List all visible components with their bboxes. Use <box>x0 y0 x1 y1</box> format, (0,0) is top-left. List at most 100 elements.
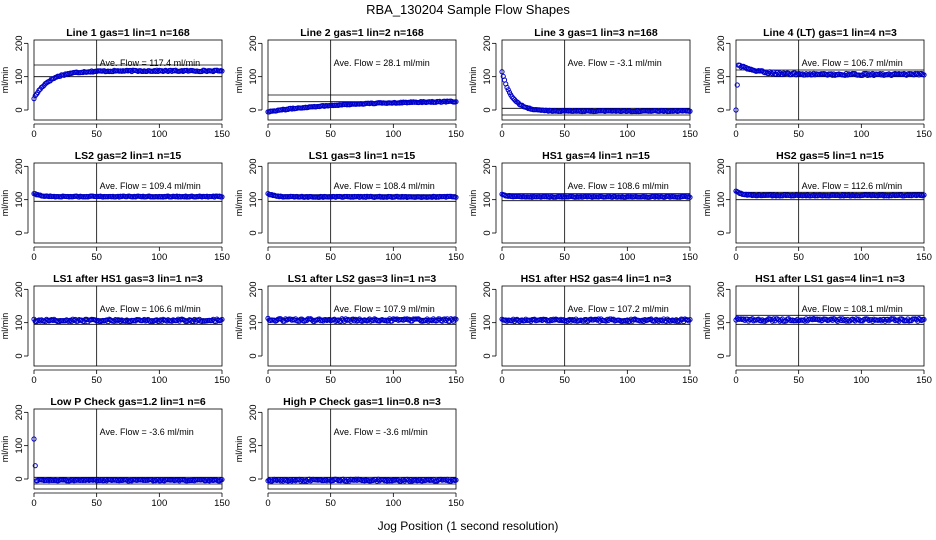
y-tick-label: 100 <box>482 192 493 208</box>
panel-title: Low P Check gas=1.2 lin=1 n=6 <box>50 396 205 408</box>
x-tick-label: 0 <box>499 375 504 386</box>
x-tick-label: 150 <box>682 129 698 140</box>
x-tick-label: 100 <box>385 498 401 509</box>
data-points <box>733 62 927 113</box>
y-tick-label: 200 <box>248 158 259 174</box>
ave-flow-annotation: Ave. Flow = 107.2 ml/min <box>568 304 669 314</box>
panel-13: Low P Check gas=1.2 lin=1 n=6 0 100 200 ml/m… <box>0 396 230 509</box>
data-point <box>687 194 693 200</box>
x-tick-label: 100 <box>619 129 635 140</box>
panel-1: Line 1 gas=1 lin=1 n=168 0 100 200 ml/min 0 50… <box>0 27 230 140</box>
y-tick-label: 0 <box>14 107 25 112</box>
plot-frame <box>267 408 457 490</box>
data-point <box>219 68 225 74</box>
x-tick-label: 100 <box>151 498 167 509</box>
x-tick-label: 150 <box>916 375 932 386</box>
y-tick-label: 200 <box>716 158 727 174</box>
x-tick-label: 0 <box>499 252 504 263</box>
x-tick-label: 50 <box>325 252 336 263</box>
data-point <box>70 316 76 322</box>
data-point <box>734 82 740 88</box>
x-tick-label: 0 <box>733 252 738 263</box>
ave-flow-annotation: Ave. Flow = 107.9 ml/min <box>334 304 435 314</box>
panel-11: HS1 after HS2 gas=4 lin=1 n=3 0 100 200 ml/m… <box>468 273 698 386</box>
panel-title: High P Check gas=1 lin=0.8 n=3 <box>283 396 441 408</box>
plot-frame <box>33 39 223 121</box>
y-tick-label: 0 <box>482 230 493 235</box>
y-tick-label: 0 <box>482 353 493 358</box>
x-tick-label: 150 <box>448 498 464 509</box>
ave-flow-annotation: Ave. Flow = 108.6 ml/min <box>568 181 669 191</box>
x-tick-label: 0 <box>733 375 738 386</box>
x-tick-label: 0 <box>31 498 36 509</box>
data-points <box>31 191 225 200</box>
y-tick-label: 0 <box>248 230 259 235</box>
data-point <box>510 95 516 101</box>
x-tick-label: 150 <box>682 252 698 263</box>
y-tick-label: 100 <box>14 438 25 454</box>
data-points <box>733 315 927 324</box>
data-points <box>265 476 459 484</box>
panel-10: LS1 after LS2 gas=3 lin=1 n=3 0 100 200 ml/m… <box>234 273 464 386</box>
panel-5: LS2 gas=2 lin=1 n=15 0 100 200 ml/min 0 50 100 1… <box>0 150 230 263</box>
panel-3: Line 3 gas=1 lin=3 n=168 0 100 200 ml/min 0 50… <box>468 27 698 140</box>
plot-frame <box>735 39 925 121</box>
plot-frame <box>33 408 223 490</box>
y-axis-label: ml/min <box>0 67 10 94</box>
data-point <box>740 63 747 69</box>
y-tick-label: 0 <box>248 476 259 481</box>
data-points <box>265 190 459 200</box>
data-point <box>31 96 37 102</box>
x-tick-label: 100 <box>619 375 635 386</box>
y-tick-label: 100 <box>482 69 493 85</box>
x-tick-label: 0 <box>499 129 504 140</box>
x-tick-label: 100 <box>385 375 401 386</box>
y-tick-label: 0 <box>14 230 25 235</box>
ave-flow-annotation: Ave. Flow = -3.6 ml/min <box>100 427 194 437</box>
x-tick-label: 150 <box>916 252 932 263</box>
x-tick-label: 50 <box>793 129 804 140</box>
data-points <box>31 67 225 102</box>
ave-flow-annotation: Ave. Flow = 28.1 ml/min <box>334 58 430 68</box>
panel-title: LS1 after LS2 gas=3 lin=1 n=3 <box>288 273 437 285</box>
plot-frame <box>501 285 691 367</box>
y-tick-label: 0 <box>248 107 259 112</box>
x-tick-label: 100 <box>853 375 869 386</box>
y-tick-label: 100 <box>482 315 493 331</box>
data-point <box>733 107 739 113</box>
y-axis-label: ml/min <box>234 313 244 340</box>
x-tick-label: 0 <box>265 252 270 263</box>
panel-grid: Line 1 gas=1 lin=1 n=168 0 100 200 ml/min 0 50… <box>0 27 932 509</box>
x-tick-label: 0 <box>31 375 36 386</box>
y-axis-label: ml/min <box>234 436 244 463</box>
data-point <box>853 316 859 322</box>
plot-frame <box>735 162 925 244</box>
x-tick-label: 100 <box>385 252 401 263</box>
panel-title: HS2 gas=5 lin=1 n=15 <box>776 150 884 162</box>
data-points <box>265 315 459 324</box>
data-point <box>453 477 459 483</box>
plot-frame <box>735 285 925 367</box>
data-point <box>368 318 374 324</box>
panel-title: Line 4 (LT) gas=1 lin=4 n=3 <box>763 27 897 39</box>
ave-flow-annotation: Ave. Flow = 108.4 ml/min <box>334 181 435 191</box>
x-tick-label: 50 <box>325 498 336 509</box>
data-points <box>499 69 693 115</box>
x-tick-label: 100 <box>151 252 167 263</box>
data-point <box>762 318 768 324</box>
y-tick-label: 200 <box>716 35 727 51</box>
y-tick-label: 0 <box>716 107 727 112</box>
panel-title: HS1 after HS2 gas=4 lin=1 n=3 <box>521 273 672 285</box>
x-tick-label: 100 <box>853 129 869 140</box>
x-tick-label: 0 <box>31 252 36 263</box>
y-tick-label: 200 <box>14 281 25 297</box>
panel-12: HS1 after LS1 gas=4 lin=1 n=3 0 100 200 ml/m… <box>702 273 932 386</box>
y-axis-label: ml/min <box>468 67 478 94</box>
y-tick-label: 100 <box>248 315 259 331</box>
data-point <box>219 476 225 483</box>
y-tick-label: 200 <box>14 158 25 174</box>
x-tick-label: 50 <box>91 129 102 140</box>
ave-flow-annotation: Ave. Flow = 108.1 ml/min <box>802 304 903 314</box>
x-tick-label: 50 <box>793 375 804 386</box>
